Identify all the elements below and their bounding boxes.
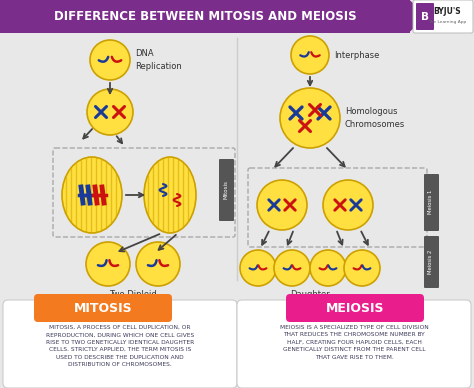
- Text: MITOSIS, A PROCESS OF CELL DUPLICATION, OR
REPRODUCTION, DURING WHICH ONE CELL G: MITOSIS, A PROCESS OF CELL DUPLICATION, …: [46, 325, 194, 367]
- Circle shape: [310, 250, 346, 286]
- Circle shape: [90, 40, 130, 80]
- Text: Meiosis 2: Meiosis 2: [428, 250, 434, 274]
- Text: DIFFERENCE BETWEEN MITOSIS AND MEIOSIS: DIFFERENCE BETWEEN MITOSIS AND MEIOSIS: [54, 10, 356, 23]
- Circle shape: [86, 242, 130, 286]
- Circle shape: [240, 250, 276, 286]
- Circle shape: [280, 88, 340, 148]
- Text: Daughter
Nuclei II: Daughter Nuclei II: [290, 290, 330, 312]
- FancyBboxPatch shape: [424, 236, 439, 288]
- Text: Meiosis 1: Meiosis 1: [428, 190, 434, 214]
- Text: Two Diploid
Cells: Two Diploid Cells: [109, 290, 157, 312]
- Ellipse shape: [62, 157, 122, 233]
- Circle shape: [136, 242, 180, 286]
- FancyBboxPatch shape: [237, 300, 471, 388]
- FancyBboxPatch shape: [286, 294, 424, 322]
- Text: The Learning App: The Learning App: [428, 20, 466, 24]
- Circle shape: [87, 89, 133, 135]
- Text: Interphase: Interphase: [334, 50, 379, 59]
- Text: MEIOSIS IS A SPECIALIZED TYPE OF CELL DIVISION
THAT REDUCES THE CHROMOSOME NUMBE: MEIOSIS IS A SPECIALIZED TYPE OF CELL DI…: [280, 325, 428, 360]
- Text: Mitosis: Mitosis: [224, 180, 228, 199]
- FancyBboxPatch shape: [416, 3, 434, 30]
- FancyArrow shape: [408, 0, 427, 33]
- FancyBboxPatch shape: [3, 300, 237, 388]
- FancyBboxPatch shape: [0, 0, 410, 33]
- FancyBboxPatch shape: [219, 159, 234, 221]
- Circle shape: [274, 250, 310, 286]
- Circle shape: [344, 250, 380, 286]
- Text: MEIOSIS: MEIOSIS: [326, 301, 384, 315]
- FancyBboxPatch shape: [413, 0, 473, 33]
- FancyBboxPatch shape: [424, 174, 439, 231]
- Text: MITOSIS: MITOSIS: [73, 301, 132, 315]
- FancyBboxPatch shape: [34, 294, 172, 322]
- Circle shape: [257, 180, 307, 230]
- Text: BYJU'S: BYJU'S: [433, 7, 461, 17]
- Circle shape: [291, 36, 329, 74]
- Text: Homologous
Chromosomes: Homologous Chromosomes: [345, 107, 405, 129]
- Circle shape: [323, 180, 373, 230]
- Text: DNA
Replication: DNA Replication: [135, 49, 182, 71]
- Text: B: B: [421, 12, 429, 21]
- Ellipse shape: [144, 157, 196, 233]
